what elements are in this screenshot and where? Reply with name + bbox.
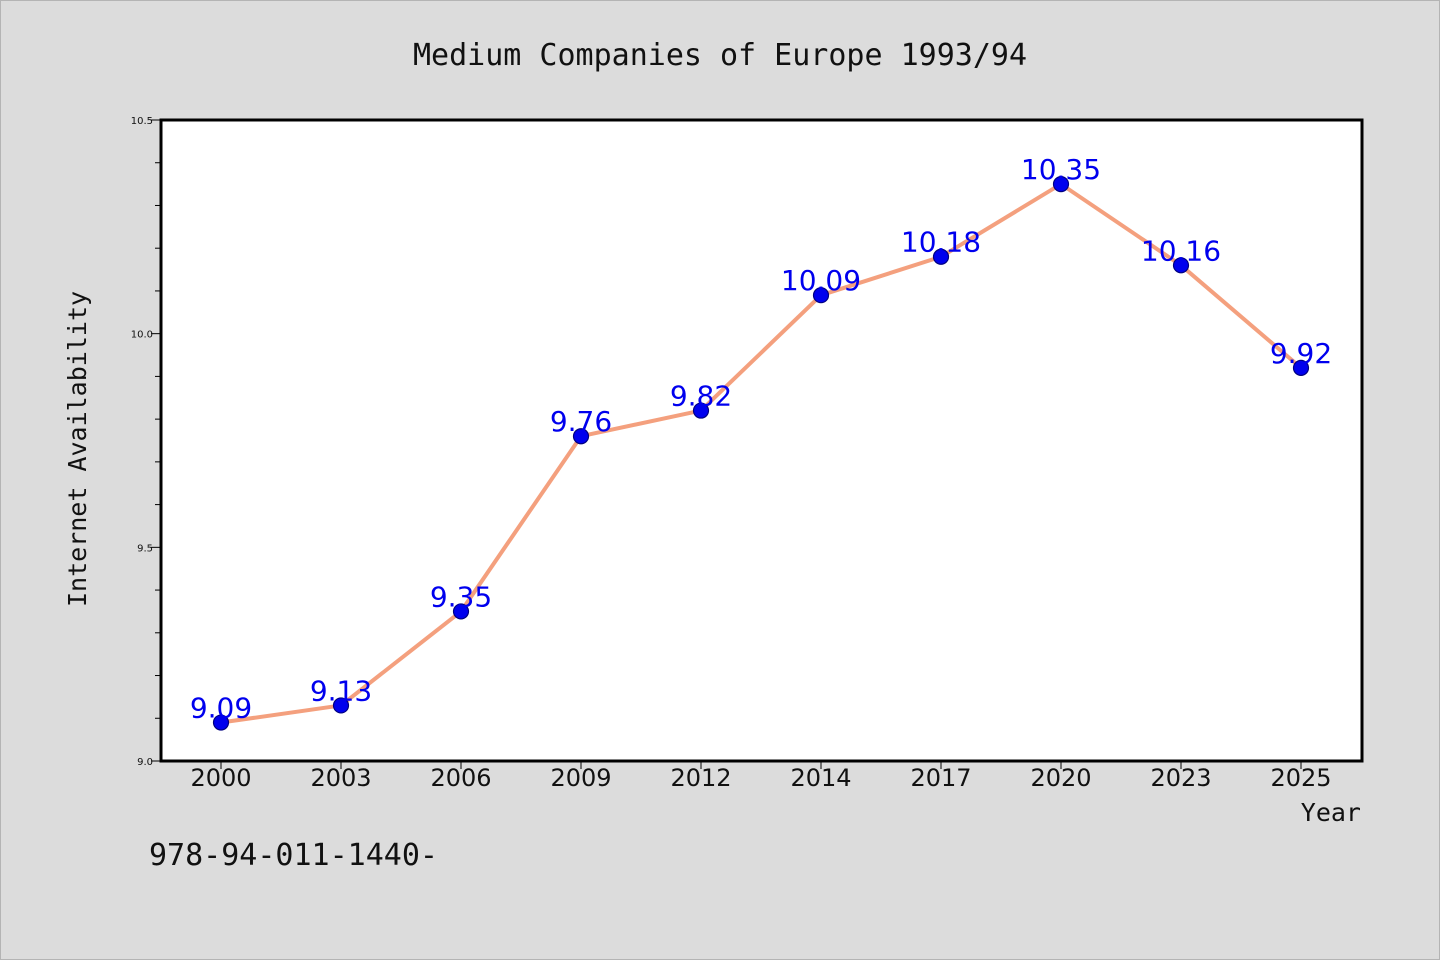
x-tick-label: 2012 <box>670 764 731 792</box>
x-tick-label: 2025 <box>1270 764 1331 792</box>
data-labels: 9.09 9.13 9.35 9.76 9.82 10.09 10.18 10.35 10.16… <box>190 153 1332 724</box>
footnote-text: 978-94-011-1440- <box>149 838 438 873</box>
x-tick-label: 2017 <box>910 764 971 792</box>
data-point <box>692 402 710 419</box>
data-label: 9.92 <box>1270 337 1332 370</box>
data-label: 9.76 <box>550 405 612 438</box>
x-tick-label: 2020 <box>1030 764 1091 792</box>
y-tick-label: 10.0 <box>131 330 153 341</box>
data-label: 10.35 <box>1021 153 1101 186</box>
data-point <box>1292 359 1310 376</box>
x-axis-title: Year <box>1301 798 1361 827</box>
x-tick-label: 2014 <box>790 764 851 792</box>
y-tick-label: 9.5 <box>137 543 153 554</box>
x-tick-label: 2006 <box>430 764 491 792</box>
data-label: 10.16 <box>1141 234 1221 267</box>
data-point <box>572 428 590 445</box>
data-point <box>1052 176 1070 193</box>
data-label: 9.35 <box>430 580 492 613</box>
y-tick-label: 10.5 <box>131 116 153 127</box>
x-tick-label: 2003 <box>310 764 371 792</box>
y-axis: 9.0 9.5 10.0 10.5 <box>131 116 161 768</box>
y-axis-title: Internet Availability <box>63 291 92 607</box>
data-point <box>932 248 950 265</box>
data-point <box>332 697 350 714</box>
series-group <box>212 176 1310 731</box>
x-tick-label: 2023 <box>1150 764 1211 792</box>
data-point <box>452 603 470 620</box>
series-line <box>219 182 1303 725</box>
x-axis: 2000 2003 2006 2009 2012 2014 2017 2020 2023 2025 <box>190 761 1332 792</box>
x-tick-label: 2000 <box>190 764 251 792</box>
plot-area <box>159 118 1364 763</box>
y-tick-label: 9.0 <box>137 757 153 768</box>
data-label: 9.13 <box>310 674 372 707</box>
data-point <box>1172 257 1190 274</box>
data-label: 10.09 <box>781 264 861 297</box>
data-label: 9.82 <box>670 380 732 413</box>
x-tick-label: 2009 <box>550 764 611 792</box>
chart-title: Medium Companies of Europe 1993/94 <box>413 38 1027 73</box>
data-point <box>812 287 830 304</box>
data-label: 9.09 <box>190 692 252 725</box>
data-point <box>212 714 230 731</box>
data-label: 10.18 <box>901 226 981 259</box>
